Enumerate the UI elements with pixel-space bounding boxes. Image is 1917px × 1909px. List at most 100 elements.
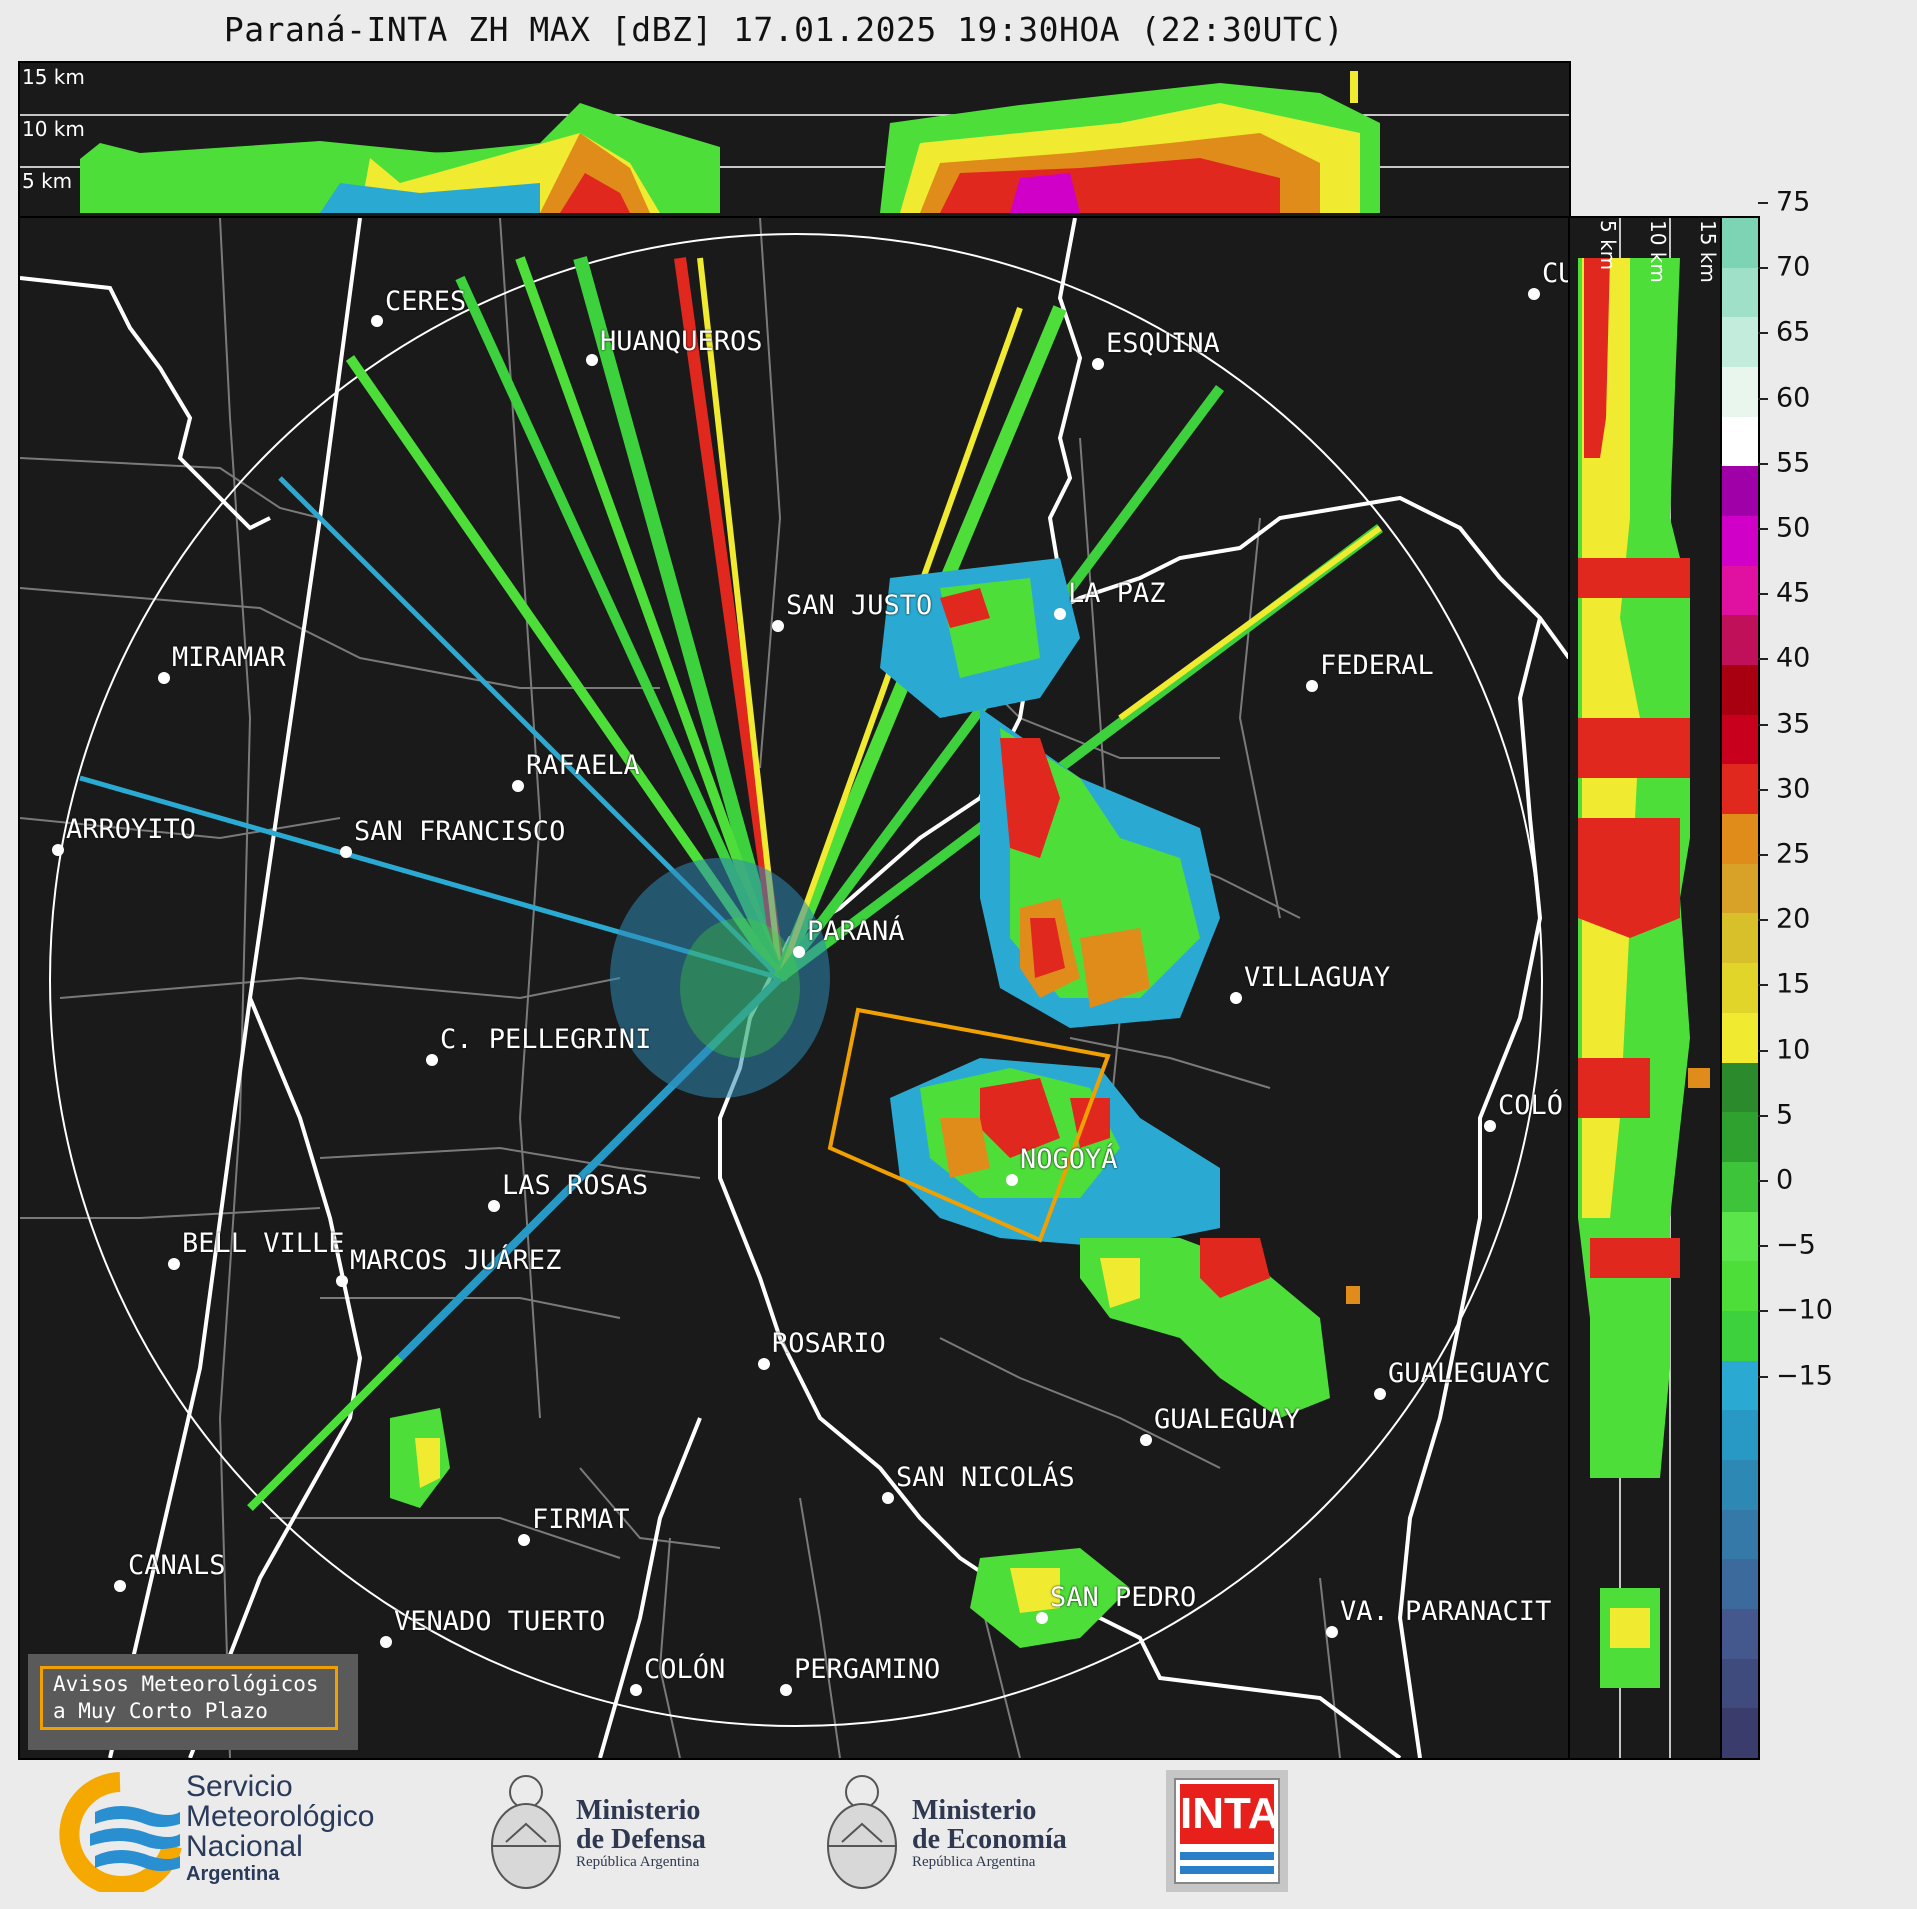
city-label: ESQUINA xyxy=(1106,328,1220,359)
warning-legend-line2: a Muy Corto Plazo xyxy=(53,1699,268,1723)
city-dot xyxy=(518,1534,530,1546)
colorbar-ticks: 75 70 65 60 55 50 45 40 35 30 25 20 15 10 5 0 −5 −10 −15 xyxy=(1758,187,1888,1756)
colorbar-tick-label: 75 xyxy=(1776,186,1811,218)
colorbar-tick xyxy=(1758,593,1768,596)
city-dot xyxy=(1140,1434,1152,1446)
city-dot xyxy=(488,1200,500,1212)
colorbar-segment xyxy=(1722,1508,1758,1560)
colorbar-tick-label: 10 xyxy=(1776,1034,1811,1066)
city-label: LAS ROSAS xyxy=(502,1170,649,1201)
colorbar-tick xyxy=(1758,984,1768,987)
colorbar-segment xyxy=(1722,813,1758,864)
colorbar-tick xyxy=(1758,723,1768,726)
colorbar-segment xyxy=(1722,515,1758,566)
colorbar-segment xyxy=(1722,366,1758,417)
city-dot xyxy=(1054,608,1066,620)
city-label: SAN NICOLÁS xyxy=(896,1462,1075,1493)
city-dot xyxy=(1036,1612,1048,1624)
colorbar-segment xyxy=(1722,1657,1758,1709)
city-dot xyxy=(772,620,784,632)
radar-site-dot xyxy=(793,946,805,958)
colorbar-tick xyxy=(1758,1049,1768,1052)
city-dot xyxy=(336,1275,348,1287)
city-dot xyxy=(380,1636,392,1648)
altitude-label-15km: 15 km xyxy=(22,65,85,89)
colorbar-tick xyxy=(1758,1375,1768,1378)
colorbar-segment xyxy=(1722,1359,1758,1411)
city-dot xyxy=(1306,680,1318,692)
colorbar-tick xyxy=(1758,528,1768,530)
smn-line4: Argentina xyxy=(186,1863,280,1885)
city-label: CU xyxy=(1542,258,1569,289)
colorbar-tick xyxy=(1758,854,1768,856)
colorbar-tick-label: 25 xyxy=(1776,838,1811,870)
smn-line3: Nacional xyxy=(186,1830,303,1863)
dbz-colorbar xyxy=(1720,216,1760,1760)
city-label: LA PAZ xyxy=(1068,578,1166,609)
defensa-line2: de Defensa xyxy=(576,1824,706,1856)
colorbar-tick xyxy=(1758,1310,1768,1313)
economia-line3: República Argentina xyxy=(912,1853,1036,1870)
city-dot xyxy=(168,1258,180,1270)
city-label: GUALEGUAYC xyxy=(1388,1358,1551,1389)
colorbar-tick-label: 5 xyxy=(1776,1099,1794,1131)
colorbar-segment xyxy=(1722,1409,1758,1460)
city-dot xyxy=(780,1684,792,1696)
colorbar-tick xyxy=(1758,919,1768,922)
colorbar-segment xyxy=(1722,1210,1758,1262)
city-dot xyxy=(1092,358,1104,370)
argentina-coat-of-arms-icon xyxy=(827,1775,897,1889)
city-dot xyxy=(426,1054,438,1066)
defensa-line3: República Argentina xyxy=(576,1853,700,1870)
colorbar-tick-label: 35 xyxy=(1776,708,1811,740)
city-label: C. PELLEGRINI xyxy=(440,1024,652,1055)
colorbar-tick-label: 50 xyxy=(1776,512,1811,544)
right-height-profile: 5 km 10 km 15 km xyxy=(1568,216,1722,1760)
colorbar-tick xyxy=(1758,332,1768,335)
colorbar-tick-label: 60 xyxy=(1776,382,1811,414)
colorbar-tick-label: 55 xyxy=(1776,447,1811,479)
colorbar-segment xyxy=(1722,564,1758,616)
city-label: MIRAMAR xyxy=(172,642,286,673)
warning-legend-line1: Avisos Meteorológicos xyxy=(53,1672,319,1696)
city-label: SAN PEDRO xyxy=(1050,1582,1197,1613)
colorbar-tick xyxy=(1758,1114,1768,1117)
city-dot xyxy=(512,780,524,792)
altitude-label-5km: 5 km xyxy=(1596,220,1620,271)
city-dot xyxy=(371,315,383,327)
colorbar-tick-label: 0 xyxy=(1776,1164,1794,1196)
altitude-label-10km: 10 km xyxy=(1646,220,1670,283)
colorbar-segment xyxy=(1722,1607,1758,1659)
colorbar-segment xyxy=(1722,266,1758,318)
city-label: COLÓ xyxy=(1498,1090,1564,1121)
city-dot xyxy=(158,672,170,684)
colorbar-segment xyxy=(1722,962,1758,1013)
city-label: MARCOS JUÁREZ xyxy=(350,1245,562,1276)
colorbar-segment xyxy=(1722,664,1758,715)
colorbar-tick-label: 30 xyxy=(1776,773,1811,805)
city-label: FIRMAT xyxy=(532,1504,630,1535)
warning-legend-frame: Avisos Meteorológicos a Muy Corto Plazo xyxy=(40,1666,338,1730)
colorbar-tick xyxy=(1758,202,1768,204)
colorbar-segment xyxy=(1722,1458,1758,1510)
city-label: BELL VILLE xyxy=(182,1228,345,1259)
defensa-line1: Ministerio xyxy=(576,1795,701,1826)
city-label: VENADO TUERTO xyxy=(394,1606,606,1637)
colorbar-tick-label: 70 xyxy=(1776,251,1811,283)
colorbar-segment xyxy=(1722,1111,1758,1162)
colorbar-tick-label: 15 xyxy=(1776,968,1811,1000)
city-label: VA. PARANACIT xyxy=(1340,1596,1552,1627)
city-label: SAN JUSTO xyxy=(786,590,933,621)
city-dot xyxy=(1484,1120,1496,1132)
argentina-coat-of-arms-icon xyxy=(491,1775,561,1889)
city-dot xyxy=(758,1358,770,1370)
city-label: ARROYITO xyxy=(66,814,197,845)
city-label: VILLAGUAY xyxy=(1244,962,1391,993)
radar-map[interactable]: CERES HUANQUEROS ESQUINA CU SAN JUSTO LA… xyxy=(18,216,1571,1760)
colorbar-segment xyxy=(1722,1707,1758,1758)
colorbar-segment xyxy=(1722,1309,1758,1361)
colorbar-tick xyxy=(1758,462,1768,465)
city-dot xyxy=(340,846,352,858)
colorbar-segment xyxy=(1722,218,1758,268)
altitude-label-15km: 15 km xyxy=(1696,220,1720,283)
